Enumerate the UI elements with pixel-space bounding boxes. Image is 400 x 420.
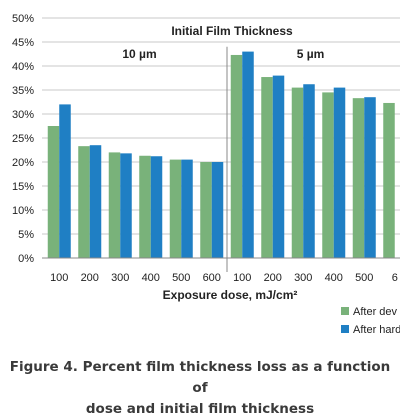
x-tick-label: 100 [233, 272, 251, 284]
bar-after-dev [291, 87, 304, 258]
y-tick-label: 50% [12, 13, 34, 25]
y-axis: 0% 5% 10% 15% 20% 25% 30% 35% 40% 45% 50% [12, 13, 34, 265]
bar-after-hard [181, 159, 193, 258]
bar-after-hard [211, 162, 224, 258]
bar-after-hard [150, 156, 163, 258]
legend-label-after-dev: After dev [353, 306, 398, 318]
group-label-10um: 10 µm [122, 47, 156, 61]
bar-after-hard [333, 87, 346, 258]
legend: After dev After hard [341, 306, 400, 336]
figure-caption: Figure 4. Percent film thickness loss as… [0, 357, 400, 420]
x-tick-label: 400 [325, 272, 343, 284]
x-axis-title: Exposure dose, mJ/cm² [163, 288, 298, 302]
x-axis: 100 200 300 400 500 600 100 200 300 400 500 6 [50, 272, 398, 284]
x-tick-label: 400 [142, 272, 160, 284]
x-tick-label: 6 [392, 272, 398, 284]
y-tick-label: 0% [18, 253, 34, 265]
y-tick-label: 15% [12, 181, 34, 193]
bars [47, 51, 395, 259]
bar-after-hard [364, 97, 376, 258]
x-tick-label: 500 [355, 272, 373, 284]
group-label-5um: 5 µm [297, 47, 325, 61]
y-tick-label: 5% [18, 229, 34, 241]
bar-after-dev [352, 98, 365, 258]
y-tick-label: 35% [12, 85, 34, 97]
bar-after-dev [47, 126, 60, 258]
x-tick-label: 300 [111, 272, 129, 284]
gridlines [42, 17, 400, 235]
y-tick-label: 45% [12, 37, 34, 49]
x-tick-label: 200 [264, 272, 282, 284]
legend-swatch-after-dev [341, 307, 349, 315]
x-tick-label: 600 [203, 272, 221, 284]
x-tick-label: 300 [294, 272, 312, 284]
bar-after-hard [272, 75, 285, 258]
bar-after-dev [230, 54, 243, 259]
bar-after-dev [200, 162, 212, 258]
x-tick-label: 100 [50, 272, 68, 284]
bar-after-dev [383, 102, 395, 259]
bar-after-hard [89, 145, 102, 258]
bar-after-hard [242, 51, 254, 258]
caption-line-2: dose and initial film thickness [85, 401, 315, 417]
bar-after-dev [169, 159, 182, 258]
y-tick-label: 30% [12, 109, 34, 121]
bar-after-dev [261, 77, 273, 258]
x-tick-label: 500 [172, 272, 190, 284]
legend-swatch-after-hard [341, 325, 349, 333]
chart-title: Initial Film Thickness [171, 24, 293, 38]
bar-after-dev [108, 152, 121, 258]
x-tick-label: 200 [81, 272, 99, 284]
bar-after-hard [120, 153, 132, 258]
bar-after-dev [78, 146, 90, 258]
legend-label-after-hard: After hard [353, 324, 400, 336]
y-tick-label: 40% [12, 61, 34, 73]
bar-after-hard [59, 104, 71, 259]
bar-after-dev [322, 92, 334, 259]
bar-after-hard [303, 84, 315, 259]
y-tick-label: 20% [12, 157, 34, 169]
caption-line-1: Figure 4. Percent film thickness loss as… [9, 359, 391, 396]
y-tick-label: 25% [12, 133, 34, 145]
chart: 0% 5% 10% 15% 20% 25% 30% 35% 40% 45% 50% 100 200 30… [12, 13, 400, 336]
y-tick-label: 10% [12, 205, 34, 217]
bar-after-dev [139, 155, 151, 258]
